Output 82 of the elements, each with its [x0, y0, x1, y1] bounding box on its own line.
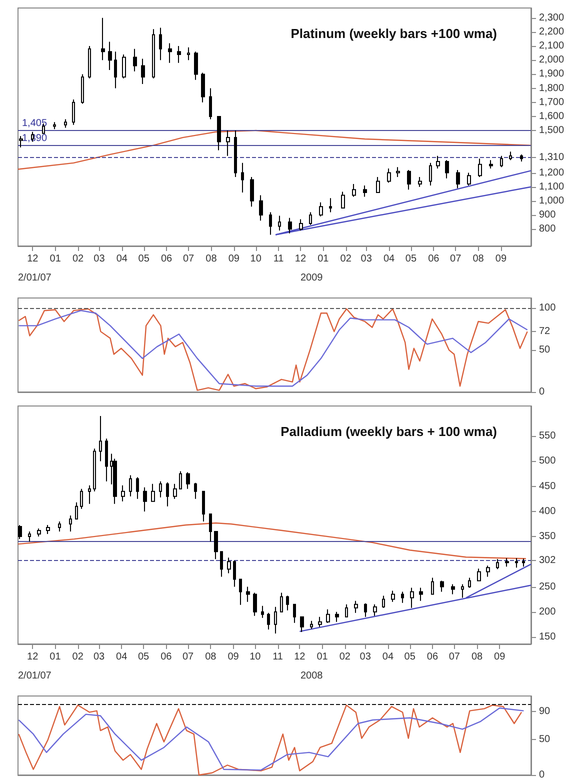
y-tick-label: 1,100: [539, 181, 564, 192]
x-tick-label: 05: [138, 254, 150, 264]
x-tick-label: 04: [383, 254, 396, 264]
x-tick-label: 07: [182, 254, 195, 264]
y-tick-label: 450: [539, 480, 556, 492]
x-tick-label: 12: [27, 254, 39, 264]
x-tick-label: 12: [294, 652, 306, 662]
text: 2/01/07: [18, 670, 52, 682]
y-tick-label: 1,800: [539, 82, 564, 94]
text: 2009: [300, 272, 324, 284]
y-tick-label: 900: [539, 210, 556, 221]
x-tick-label: 10: [250, 254, 262, 264]
y-tick-label: 1,700: [539, 96, 564, 108]
y-tick-label: 0: [539, 770, 545, 780]
text: 2008: [300, 670, 324, 682]
x-tick-label: 02: [72, 652, 84, 662]
y-tick-label: 1,200: [539, 167, 564, 178]
y-tick-label: 1,600: [539, 110, 564, 122]
x-tick-label: 03: [93, 652, 105, 662]
x-tick-label: 04: [116, 652, 128, 662]
x-tick-label: 03: [360, 652, 372, 662]
y-tick-label: 1,500: [539, 125, 564, 136]
y-tick-label: 500: [539, 456, 556, 467]
text: Palladium (weekly bars + 100 wma): [280, 424, 498, 439]
y-tick-label: 550: [539, 430, 556, 442]
x-tick-label: 06: [160, 254, 173, 264]
x-tick-label: 01: [316, 652, 328, 662]
x-tick-label: 11: [273, 254, 284, 264]
x-tick-label: 08: [205, 652, 217, 662]
x-tick-label: 09: [495, 254, 507, 264]
y-tick-label: 800: [539, 224, 556, 235]
y-tick-label: 302: [539, 555, 556, 566]
y-tick-label: 2,200: [539, 26, 564, 38]
y-tick-label: 2,000: [539, 54, 564, 66]
text: Platinum (weekly bars +100 wma): [290, 26, 498, 41]
x-tick-label: 02: [72, 254, 84, 264]
x-tick-label: 05: [138, 652, 150, 662]
y-tick-label: 50: [539, 344, 551, 356]
y-tick-label: 1,310: [539, 152, 564, 163]
x-tick-label: 09: [228, 254, 240, 264]
x-tick-label: 07: [182, 652, 194, 662]
x-tick-label: 04: [382, 652, 394, 662]
y-tick-label: 100: [539, 302, 556, 314]
x-tick-label: 09: [494, 652, 506, 662]
x-tick-label: 09: [228, 652, 240, 662]
y-tick-label: 90: [539, 706, 551, 718]
x-tick-label: 02: [340, 254, 352, 264]
x-tick-label: 08: [472, 254, 484, 264]
x-tick-label: 03: [94, 254, 106, 264]
annotation: 1,405: [22, 118, 48, 130]
x-tick-label: 05: [404, 652, 416, 662]
x-tick-label: 01: [50, 652, 62, 662]
y-tick-label: 0: [539, 386, 545, 398]
x-tick-label: 08: [471, 652, 483, 662]
y-tick-label: 250: [539, 581, 556, 592]
y-tick-label: 350: [539, 531, 556, 542]
x-tick-label: 06: [428, 254, 440, 264]
y-tick-label: 400: [539, 506, 556, 517]
y-tick-label: 1,000: [539, 195, 564, 206]
text: 2/01/07: [18, 272, 52, 284]
x-tick-label: 05: [405, 254, 417, 264]
x-tick-label: 08: [206, 254, 218, 264]
x-tick-label: 11: [272, 652, 284, 662]
x-tick-label: 07: [450, 254, 462, 264]
x-tick-label: 06: [426, 652, 438, 662]
y-tick-label: 1,900: [539, 68, 564, 80]
x-tick-label: 12: [294, 254, 306, 264]
y-tick-label: 72: [539, 326, 551, 338]
y-tick-label: 200: [539, 606, 556, 618]
y-tick-label: 150: [539, 631, 556, 642]
x-tick-label: 07: [448, 652, 460, 662]
x-tick-label: 06: [160, 652, 172, 662]
x-tick-label: 10: [250, 652, 262, 662]
x-tick-label: 12: [27, 652, 39, 662]
y-tick-label: 2,300: [539, 12, 564, 24]
x-tick-label: 02: [339, 652, 351, 662]
y-tick-label: 50: [539, 734, 551, 746]
x-tick-label: 04: [116, 254, 128, 264]
x-tick-label: 01: [318, 254, 330, 264]
x-tick-label: 01: [50, 254, 62, 264]
x-tick-label: 03: [360, 254, 372, 264]
y-tick-label: 2,100: [539, 40, 564, 52]
